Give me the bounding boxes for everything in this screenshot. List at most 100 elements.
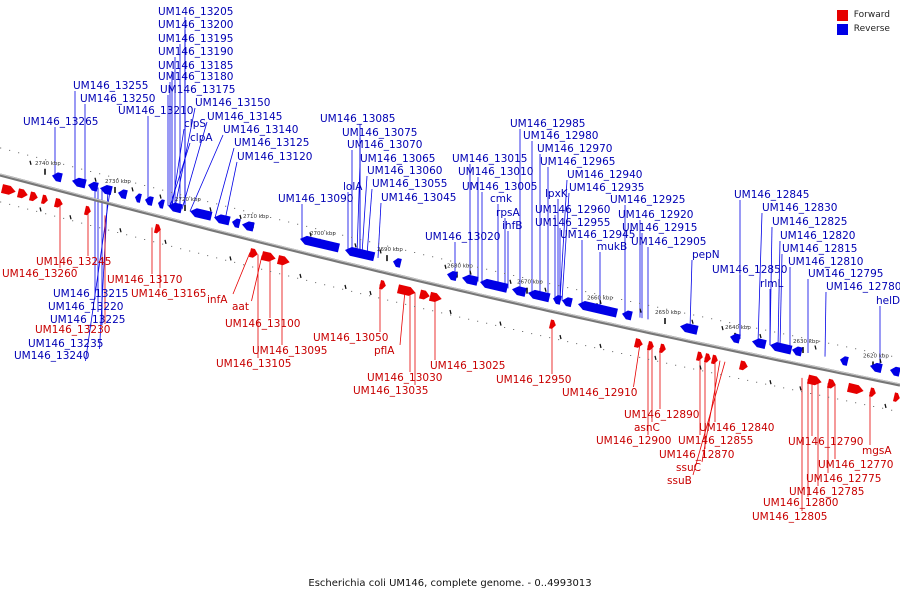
gene-label-um146-12815: UM146_12815 xyxy=(782,243,857,255)
gene-label-um146-12770: UM146_12770 xyxy=(818,459,893,471)
gene-label-ssub: ssuB xyxy=(667,475,692,487)
forward-gene xyxy=(28,191,38,202)
tick-label: 2620 kbp xyxy=(863,353,889,359)
legend-reverse-label: Reverse xyxy=(853,24,890,34)
reverse-leader-line xyxy=(356,163,361,253)
forward-marker xyxy=(299,273,302,279)
forward-leader-line xyxy=(251,255,263,302)
reverse-gene xyxy=(752,338,767,349)
reverse-gene xyxy=(118,189,128,200)
forward-marker xyxy=(559,334,562,340)
reverse-marker xyxy=(721,325,724,331)
gene-label-pfla: pflA xyxy=(374,345,395,357)
forward-marker xyxy=(654,355,657,361)
gene-label-um146-13090: UM146_13090 xyxy=(278,193,353,205)
gene-label-um146-12825: UM146_12825 xyxy=(772,216,847,228)
tick-label: 2740 kbp xyxy=(35,161,61,167)
reverse-gene xyxy=(190,208,213,221)
reverse-gene xyxy=(480,278,509,293)
gene-label-um146-12910: UM146_12910 xyxy=(562,387,637,399)
gene-label-um146-13190: UM146_13190 xyxy=(158,46,233,58)
gene-label-um146-12775: UM146_12775 xyxy=(806,473,881,485)
forward-gene xyxy=(248,248,258,258)
forward-gene xyxy=(633,338,643,348)
gene-label-um146-12840: UM146_12840 xyxy=(699,422,774,434)
reverse-marker xyxy=(879,358,882,364)
gene-label-um146-13255: UM146_13255 xyxy=(73,80,148,92)
legend-forward: Forward xyxy=(836,8,890,22)
reverse-marker xyxy=(444,264,447,269)
forward-marker xyxy=(499,321,502,326)
reverse-gene xyxy=(158,199,165,209)
reverse-leader-line xyxy=(169,142,191,207)
gene-label-um146-12805: UM146_12805 xyxy=(752,511,827,523)
forward-marker xyxy=(449,309,452,315)
reverse-leader-line xyxy=(689,259,693,329)
gene-label-um146-12935: UM146_12935 xyxy=(569,182,644,194)
gene-label-um146-12795: UM146_12795 xyxy=(808,268,883,280)
gene-label-um146-13070: UM146_13070 xyxy=(347,139,422,151)
reverse-gene xyxy=(214,214,231,226)
gene-label-um146-12845: UM146_12845 xyxy=(734,189,809,201)
gene-label-um146-12820: UM146_12820 xyxy=(780,230,855,242)
gene-label-asnc: asnC xyxy=(634,422,660,434)
gene-label-um146-12780: UM146_12780 xyxy=(826,281,900,293)
gene-label-um146-13220: UM146_13220 xyxy=(48,301,123,313)
gene-label-um146-13100: UM146_13100 xyxy=(225,318,300,330)
reverse-leader-line xyxy=(366,188,373,256)
reverse-gene xyxy=(528,289,551,303)
gene-label-um146-13215: UM146_13215 xyxy=(53,288,128,300)
reverse-leader-line xyxy=(824,291,827,357)
reverse-gene xyxy=(100,185,113,196)
reverse-leader-line xyxy=(561,192,570,301)
reverse-marker xyxy=(239,214,242,220)
reverse-marker xyxy=(544,287,547,292)
gene-label-um146-13055: UM146_13055 xyxy=(372,178,447,190)
reverse-gene xyxy=(345,246,376,262)
forward-marker xyxy=(229,256,232,261)
gene-label-um146-13170: UM146_13170 xyxy=(107,274,182,286)
reverse-marker xyxy=(814,345,817,350)
gene-label-um146-12830: UM146_12830 xyxy=(762,202,837,214)
gene-label-um146-13245: UM146_13245 xyxy=(36,256,111,268)
legend-reverse: Reverse xyxy=(836,22,890,36)
reverse-gene xyxy=(562,297,573,308)
forward-marker xyxy=(164,239,167,245)
reverse-gene xyxy=(770,342,793,355)
forward-gene xyxy=(548,319,556,329)
gene-label-rpsa: rpsA xyxy=(496,207,520,219)
forward-marker xyxy=(599,343,602,349)
forward-leader-line xyxy=(232,252,251,295)
reverse-track-dots xyxy=(0,147,900,359)
forward-gene xyxy=(40,194,48,205)
reverse-leader-line xyxy=(377,202,382,258)
gene-label-um146-12800: UM146_12800 xyxy=(763,497,838,509)
reverse-marker xyxy=(309,232,312,237)
gene-label-um146-13020: UM146_13020 xyxy=(425,231,500,243)
tick-label: 2710 kbp xyxy=(243,214,269,220)
reverse-marker xyxy=(131,187,134,192)
reverse-gene xyxy=(890,366,900,377)
reverse-leader-line xyxy=(777,240,781,347)
reverse-marker xyxy=(159,194,162,199)
reverse-gene xyxy=(72,177,87,189)
forward-gene xyxy=(428,291,442,303)
gene-label-um146-13005: UM146_13005 xyxy=(462,181,537,193)
forward-marker xyxy=(769,380,772,385)
reverse-marker xyxy=(509,279,512,284)
reverse-gene xyxy=(300,235,340,253)
forward-gene xyxy=(826,378,836,389)
gene-label-um146-12970: UM146_12970 xyxy=(537,143,612,155)
genome-backbone xyxy=(0,173,900,387)
gene-label-um146-12900: UM146_12900 xyxy=(596,435,671,447)
gene-label-um146-12810: UM146_12810 xyxy=(788,256,863,268)
reverse-gene xyxy=(792,346,803,357)
gene-label-um146-12905: UM146_12905 xyxy=(631,236,706,248)
gene-label-um146-13120: UM146_13120 xyxy=(237,151,312,163)
tick-label: 2640 kbp xyxy=(725,325,751,331)
forward-gene xyxy=(710,354,718,365)
gene-label-um146-13180: UM146_13180 xyxy=(158,71,233,83)
reverse-marker xyxy=(209,207,212,212)
reverse-leader-line xyxy=(224,161,238,221)
